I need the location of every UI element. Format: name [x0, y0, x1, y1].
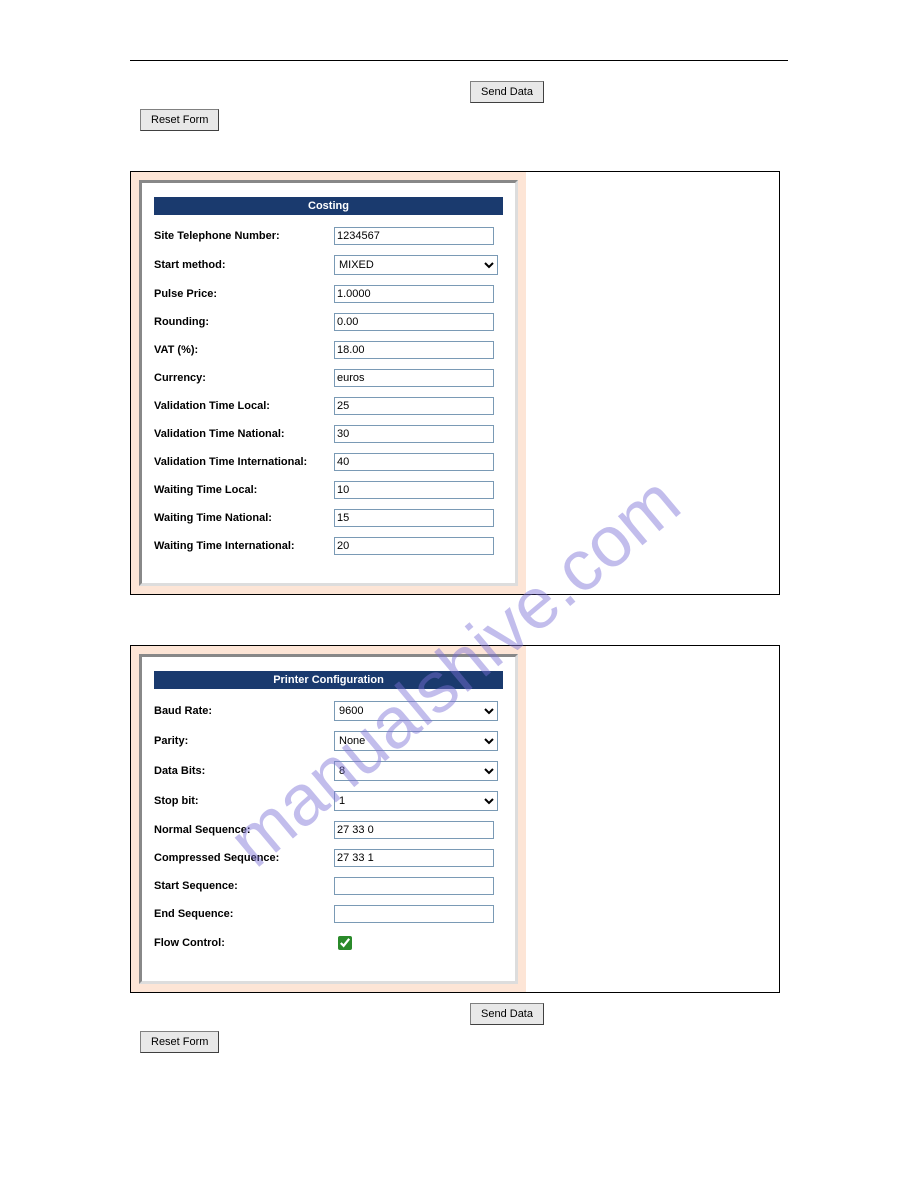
reset-form-button-2[interactable]: Reset Form — [140, 1031, 219, 1053]
top-button-bar: Send Data Reset Form — [130, 81, 788, 121]
pulse-price-input[interactable] — [334, 285, 494, 303]
costing-panel: Costing Site Telephone Number: Start met… — [139, 180, 518, 586]
printer-panel: Printer Configuration Baud Rate: 9600 Pa… — [139, 654, 518, 984]
start-method-label: Start method: — [154, 259, 334, 271]
rounding-label: Rounding: — [154, 316, 334, 328]
val-national-input[interactable] — [334, 425, 494, 443]
baud-select[interactable]: 9600 — [334, 701, 498, 721]
end-seq-input[interactable] — [334, 905, 494, 923]
printer-frame: Printer Configuration Baud Rate: 9600 Pa… — [130, 645, 780, 993]
start-seq-input[interactable] — [334, 877, 494, 895]
bottom-button-bar: Send Data Reset Form — [130, 1003, 788, 1063]
page-divider — [130, 60, 788, 61]
wait-national-label: Waiting Time National: — [154, 512, 334, 524]
costing-frame: Costing Site Telephone Number: Start met… — [130, 171, 780, 595]
wait-local-input[interactable] — [334, 481, 494, 499]
parity-label: Parity: — [154, 735, 334, 747]
wait-local-label: Waiting Time Local: — [154, 484, 334, 496]
site-tel-label: Site Telephone Number: — [154, 230, 334, 242]
val-intl-input[interactable] — [334, 453, 494, 471]
vat-label: VAT (%): — [154, 344, 334, 356]
wait-intl-input[interactable] — [334, 537, 494, 555]
printer-header: Printer Configuration — [154, 671, 503, 689]
flow-control-label: Flow Control: — [154, 937, 334, 949]
flow-control-checkbox[interactable] — [338, 936, 352, 950]
normal-seq-input[interactable] — [334, 821, 494, 839]
printer-blank-right — [526, 646, 779, 992]
currency-label: Currency: — [154, 372, 334, 384]
start-method-select[interactable]: MIXED — [334, 255, 498, 275]
normal-seq-label: Normal Sequence: — [154, 824, 334, 836]
parity-select[interactable]: None — [334, 731, 498, 751]
baud-label: Baud Rate: — [154, 705, 334, 717]
end-seq-label: End Sequence: — [154, 908, 334, 920]
reset-form-button[interactable]: Reset Form — [140, 109, 219, 131]
stop-bit-label: Stop bit: — [154, 795, 334, 807]
val-intl-label: Validation Time International: — [154, 456, 334, 468]
compressed-seq-label: Compressed Sequence: — [154, 852, 334, 864]
val-local-input[interactable] — [334, 397, 494, 415]
wait-intl-label: Waiting Time International: — [154, 540, 334, 552]
data-bits-label: Data Bits: — [154, 765, 334, 777]
start-seq-label: Start Sequence: — [154, 880, 334, 892]
compressed-seq-input[interactable] — [334, 849, 494, 867]
rounding-input[interactable] — [334, 313, 494, 331]
data-bits-select[interactable]: 8 — [334, 761, 498, 781]
wait-national-input[interactable] — [334, 509, 494, 527]
pulse-price-label: Pulse Price: — [154, 288, 334, 300]
stop-bit-select[interactable]: 1 — [334, 791, 498, 811]
costing-blank-right — [526, 172, 779, 594]
costing-header: Costing — [154, 197, 503, 215]
val-local-label: Validation Time Local: — [154, 400, 334, 412]
site-tel-input[interactable] — [334, 227, 494, 245]
currency-input[interactable] — [334, 369, 494, 387]
send-data-button-2[interactable]: Send Data — [470, 1003, 544, 1025]
send-data-button[interactable]: Send Data — [470, 81, 544, 103]
val-national-label: Validation Time National: — [154, 428, 334, 440]
vat-input[interactable] — [334, 341, 494, 359]
